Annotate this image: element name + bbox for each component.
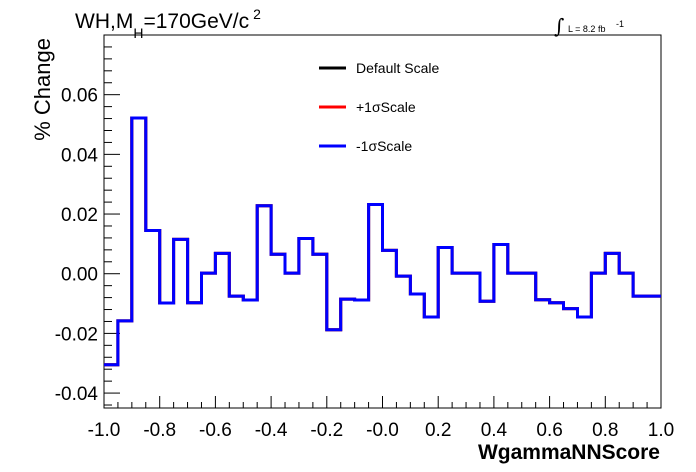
title-subscript: H <box>133 25 143 41</box>
x-tick-label: -0.6 <box>199 420 232 441</box>
x-tick-label: 0.8 <box>592 420 618 441</box>
x-tick-label: 0.6 <box>536 420 562 441</box>
legend-label: +1σScale <box>356 99 416 115</box>
luminosity-superscript: -1 <box>616 19 624 29</box>
title-superscript: 2 <box>253 6 261 22</box>
integral-symbol: ∫ <box>554 14 564 38</box>
title-value: =170GeV/c <box>143 10 249 33</box>
x-tick-label: -0.2 <box>310 420 343 441</box>
y-tick-label: 0.00 <box>61 265 98 286</box>
x-tick-label: 1.0 <box>648 420 674 441</box>
legend-label: -1σScale <box>356 138 412 154</box>
y-axis: -0.04 -0.02 0.00 0.02 0.04 0.06 <box>55 46 120 406</box>
luminosity-label: ∫ L = 8.2 fb -1 <box>554 14 624 38</box>
x-tick-label: 0.2 <box>425 420 451 441</box>
y-tick-label: -0.04 <box>55 384 99 405</box>
y-tick-label: 0.06 <box>61 86 98 107</box>
y-tick-label: 0.02 <box>61 205 98 226</box>
legend-label: Default Scale <box>356 60 439 76</box>
x-tick-label: -1.0 <box>88 420 121 441</box>
title-prefix: WH,M <box>75 10 133 33</box>
x-tick-label: -0.4 <box>255 420 288 441</box>
legend: Default Scale +1σScale -1σScale <box>319 60 439 154</box>
y-tick-label: -0.02 <box>55 324 98 345</box>
y-tick-label: 0.04 <box>61 145 98 166</box>
series-line <box>104 116 661 367</box>
x-tick-label: -0.8 <box>143 420 176 441</box>
chart-title: WH,MH=170GeV/c 2 <box>75 6 261 41</box>
x-tick-label: 0.4 <box>481 420 508 441</box>
x-tick-label: -0.0 <box>366 420 399 441</box>
y-axis-title: % Change <box>30 38 55 141</box>
luminosity-text: L = 8.2 fb <box>568 24 605 34</box>
x-axis-title: WgammaNNScore <box>478 441 660 464</box>
series-group <box>104 116 661 367</box>
x-axis: -1.0 -0.8 -0.6 -0.4 -0.2 -0.0 0.2 0.4 0.6 0.8 1.0 <box>88 396 674 441</box>
